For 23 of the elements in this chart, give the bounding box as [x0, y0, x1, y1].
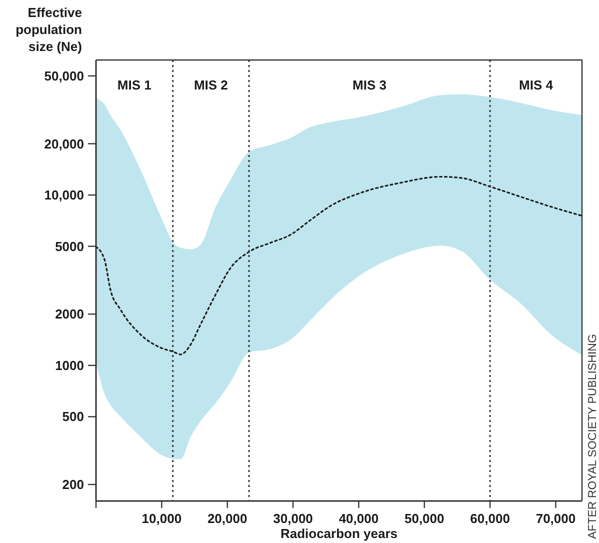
x-tick-label: 50,000: [404, 511, 444, 526]
y-tick-label: 500: [62, 409, 84, 424]
text: AFTER ROYAL SOCIETY PUBLISHING: [587, 334, 599, 539]
x-tick-label: 20,000: [207, 511, 248, 526]
line-series: [95, 176, 583, 356]
y-tick-label: 5000: [55, 238, 84, 254]
annotation: MIS 2: [194, 78, 228, 93]
x-axis-title: Radiocarbon years: [280, 526, 398, 541]
y-tick-label: 2000: [55, 306, 84, 322]
y-tick-label: 50,000: [44, 68, 84, 84]
x-tick-label: 30,000: [273, 511, 313, 526]
annotation: MIS 1: [117, 78, 152, 93]
x-tick-label: 40,000: [338, 511, 379, 526]
x-tick-label: 10,000: [142, 511, 182, 526]
y-axis-title: Effective population size (Ne): [16, 5, 82, 54]
x-tick-label: 60,000: [470, 511, 510, 526]
y-tick-label: 1000: [55, 358, 84, 373]
y-tick-label: 10,000: [44, 188, 84, 203]
x-tick-label: 70,000: [536, 511, 576, 526]
annotation: MIS 3: [352, 78, 387, 93]
y-tick-label: 20,000: [44, 136, 84, 152]
annotation: MIS 4: [519, 78, 554, 93]
y-tick-label: 200: [62, 477, 84, 492]
